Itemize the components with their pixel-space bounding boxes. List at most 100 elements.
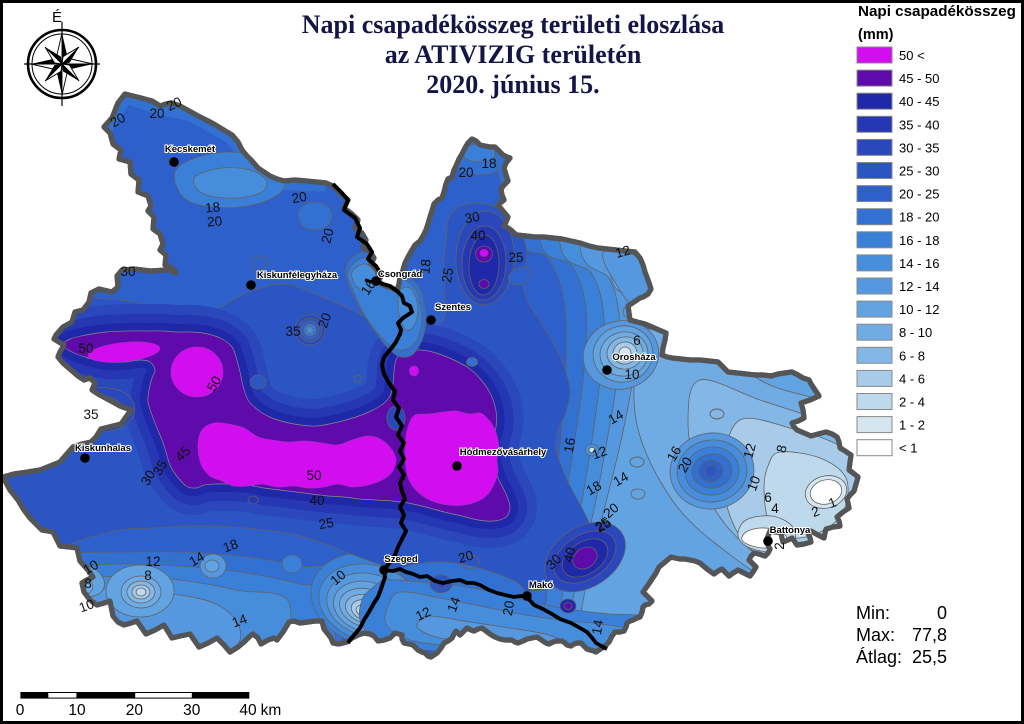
svg-text:18: 18 bbox=[481, 156, 496, 171]
svg-text:2: 2 bbox=[772, 542, 787, 550]
svg-text:25: 25 bbox=[439, 267, 456, 284]
svg-text:16: 16 bbox=[664, 443, 685, 464]
svg-text:Napi csapadékösszeg területi e: Napi csapadékösszeg területi eloszlása bbox=[302, 10, 724, 39]
svg-text:40: 40 bbox=[560, 546, 578, 564]
svg-text:16: 16 bbox=[358, 277, 379, 298]
svg-text:30: 30 bbox=[120, 264, 135, 279]
svg-text:12: 12 bbox=[413, 604, 433, 624]
svg-text:Hódmezővásárhely: Hódmezővásárhely bbox=[460, 447, 547, 458]
svg-text:6: 6 bbox=[633, 333, 641, 348]
svg-text:35: 35 bbox=[150, 457, 171, 478]
svg-text:16: 16 bbox=[561, 437, 578, 454]
svg-text:Battonya: Battonya bbox=[770, 525, 811, 536]
svg-text:35: 35 bbox=[83, 407, 98, 422]
svg-text:40: 40 bbox=[239, 702, 257, 719]
svg-text:Szentes: Szentes bbox=[435, 302, 471, 313]
svg-text:20: 20 bbox=[149, 106, 164, 121]
svg-text:30 - 35: 30 - 35 bbox=[899, 140, 939, 155]
svg-text:10 - 12: 10 - 12 bbox=[899, 302, 939, 317]
svg-text:14: 14 bbox=[230, 611, 250, 630]
svg-text:12: 12 bbox=[614, 242, 632, 260]
svg-text:18: 18 bbox=[221, 536, 240, 555]
svg-text:Kecskemét: Kecskemét bbox=[165, 144, 216, 155]
svg-text:20: 20 bbox=[164, 94, 184, 114]
svg-text:Szeged: Szeged bbox=[384, 554, 417, 565]
svg-text:20: 20 bbox=[206, 213, 222, 229]
svg-text:14: 14 bbox=[605, 407, 626, 428]
svg-text:18: 18 bbox=[417, 258, 433, 274]
svg-text:20: 20 bbox=[107, 110, 128, 131]
svg-text:20: 20 bbox=[675, 454, 696, 475]
svg-text:30: 30 bbox=[138, 467, 159, 488]
svg-text:18: 18 bbox=[583, 478, 604, 499]
svg-text:2020. június 15.: 2020. június 15. bbox=[426, 70, 599, 99]
svg-text:12: 12 bbox=[145, 554, 160, 569]
svg-text:6 - 8: 6 - 8 bbox=[899, 348, 925, 363]
svg-text:Napi csapadékösszeg: Napi csapadékösszeg bbox=[858, 3, 1016, 20]
svg-text:25 - 30: 25 - 30 bbox=[899, 164, 939, 179]
svg-text:8: 8 bbox=[773, 443, 789, 454]
svg-text:16 - 18: 16 - 18 bbox=[899, 233, 939, 248]
svg-text:1 - 2: 1 - 2 bbox=[899, 418, 925, 433]
svg-text:50: 50 bbox=[306, 468, 321, 483]
svg-text:14: 14 bbox=[444, 594, 463, 614]
svg-text:12 - 14: 12 - 14 bbox=[899, 279, 939, 294]
svg-text:77,8: 77,8 bbox=[912, 625, 947, 645]
svg-text:6: 6 bbox=[764, 490, 772, 505]
svg-text:10: 10 bbox=[624, 367, 639, 382]
svg-text:20: 20 bbox=[318, 227, 336, 245]
svg-text:14: 14 bbox=[589, 618, 606, 636]
svg-text:4 - 6: 4 - 6 bbox=[899, 371, 925, 386]
svg-text:35: 35 bbox=[285, 324, 300, 339]
svg-text:40: 40 bbox=[470, 228, 485, 243]
svg-text:20: 20 bbox=[126, 702, 144, 719]
svg-text:50 <: 50 < bbox=[899, 48, 925, 63]
svg-text:25: 25 bbox=[508, 250, 523, 265]
svg-text:2 - 4: 2 - 4 bbox=[899, 395, 925, 410]
svg-text:az ATIVIZIG területén: az ATIVIZIG területén bbox=[385, 40, 642, 69]
svg-text:25,5: 25,5 bbox=[912, 647, 947, 667]
svg-text:8: 8 bbox=[84, 576, 92, 591]
svg-text:18: 18 bbox=[204, 199, 220, 215]
svg-text:Orosháza: Orosháza bbox=[612, 352, 656, 363]
svg-text:20: 20 bbox=[601, 500, 622, 521]
svg-text:14: 14 bbox=[186, 549, 207, 570]
svg-text:12: 12 bbox=[590, 443, 609, 462]
svg-text:25: 25 bbox=[318, 515, 335, 532]
svg-text:30: 30 bbox=[183, 702, 201, 719]
svg-text:10: 10 bbox=[68, 702, 86, 719]
svg-text:Min:: Min: bbox=[856, 603, 890, 623]
svg-text:20: 20 bbox=[500, 600, 517, 617]
svg-text:20: 20 bbox=[315, 311, 334, 330]
svg-text:km: km bbox=[261, 702, 282, 719]
svg-text:Kiskunhalas: Kiskunhalas bbox=[75, 443, 131, 454]
svg-text:30: 30 bbox=[464, 209, 481, 226]
svg-text:Max:: Max: bbox=[856, 625, 895, 645]
svg-text:20: 20 bbox=[457, 547, 475, 565]
svg-text:Makó: Makó bbox=[529, 580, 553, 591]
svg-text:20 - 25: 20 - 25 bbox=[899, 187, 939, 202]
svg-text:4: 4 bbox=[771, 501, 779, 516]
svg-text:10: 10 bbox=[77, 596, 96, 615]
svg-text:14: 14 bbox=[610, 469, 631, 490]
svg-text:Kiskunfélegyháza: Kiskunfélegyháza bbox=[257, 270, 338, 281]
svg-text:Csongrád: Csongrád bbox=[378, 269, 423, 280]
svg-text:18 - 20: 18 - 20 bbox=[899, 210, 939, 225]
svg-text:10: 10 bbox=[744, 474, 763, 493]
svg-text:50: 50 bbox=[204, 373, 225, 394]
svg-text:0: 0 bbox=[937, 603, 947, 623]
svg-text:45 - 50: 45 - 50 bbox=[899, 71, 939, 86]
svg-text:12: 12 bbox=[740, 442, 758, 460]
svg-text:< 1: < 1 bbox=[899, 441, 917, 456]
svg-text:10: 10 bbox=[328, 567, 349, 588]
svg-text:40 - 45: 40 - 45 bbox=[899, 94, 939, 109]
svg-text:40: 40 bbox=[309, 493, 324, 508]
svg-text:Átlag:: Átlag: bbox=[856, 647, 902, 667]
svg-text:25: 25 bbox=[592, 514, 613, 535]
svg-text:35 - 40: 35 - 40 bbox=[899, 117, 939, 132]
svg-text:14 - 16: 14 - 16 bbox=[899, 256, 939, 271]
svg-text:20: 20 bbox=[458, 165, 473, 180]
svg-text:10: 10 bbox=[80, 557, 101, 578]
svg-text:25: 25 bbox=[593, 515, 614, 536]
svg-text:20: 20 bbox=[291, 189, 308, 206]
